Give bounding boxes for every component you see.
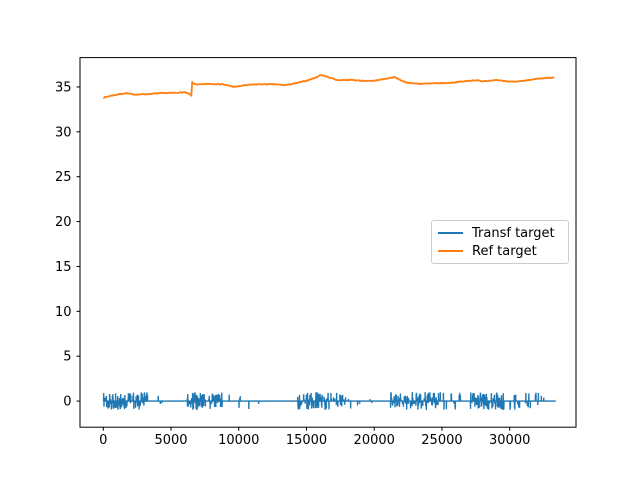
- y-tick-label: 10: [55, 305, 72, 320]
- y-tick-label: 15: [55, 260, 72, 275]
- y-tick-label: 35: [55, 80, 72, 95]
- x-tick-label: 20000: [354, 433, 395, 448]
- y-tick-label: 5: [63, 350, 71, 365]
- legend-line-sample-transf: [438, 232, 463, 234]
- x-tick-label: 30000: [489, 433, 530, 448]
- legend-entry-ref-target: Ref target: [438, 242, 562, 260]
- y-tick-label: 0: [63, 395, 71, 410]
- x-tick-label: 15000: [286, 433, 327, 448]
- legend-label-ref: Ref target: [472, 243, 537, 259]
- y-tick-label: 30: [55, 125, 72, 140]
- y-tick-label: 25: [55, 170, 72, 185]
- legend: Transf target Ref target: [431, 220, 569, 264]
- series-line-ref-target: [103, 73, 555, 99]
- series-line-transf-target: [102, 392, 556, 411]
- legend-label-transf: Transf target: [472, 225, 555, 241]
- y-tick-label: 20: [55, 215, 72, 230]
- x-tick-label: 5000: [154, 433, 187, 448]
- x-tick-label: 25000: [421, 433, 462, 448]
- legend-entry-transf-target: Transf target: [438, 224, 562, 242]
- legend-line-sample-ref: [438, 250, 463, 252]
- x-tick-label: 10000: [218, 433, 259, 448]
- x-tick-label: 0: [99, 433, 107, 448]
